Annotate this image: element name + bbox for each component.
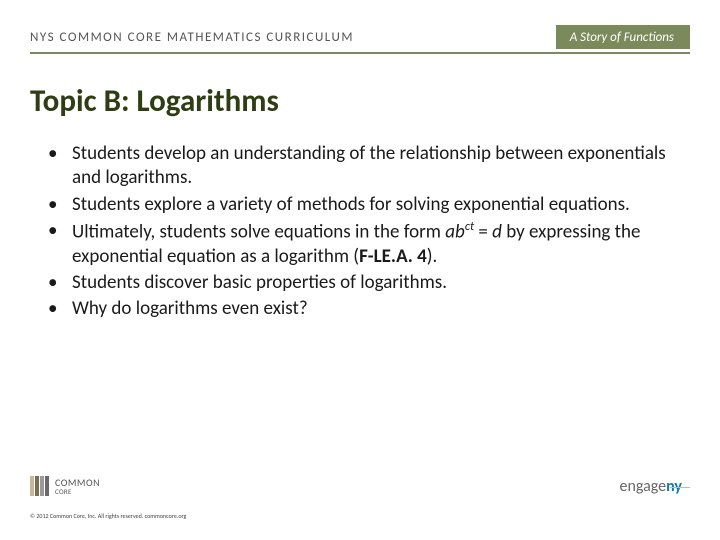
formula-mid: =	[474, 220, 492, 243]
common-core-logo: COMMON CORE	[30, 476, 100, 496]
slide-header: NYS COMMON CORE MATHEMATICS CURRICULUM A…	[30, 26, 690, 54]
bullet-text: Students explore a variety of methods fo…	[72, 193, 630, 216]
story-tag: A Story of Functions	[556, 25, 690, 49]
logo-text: COMMON CORE	[55, 478, 100, 495]
engage-prefix: engage	[620, 477, 667, 496]
list-item: Students explore a variety of methods fo…	[48, 193, 684, 217]
bullet-list: Students develop an understanding of the…	[48, 142, 684, 324]
bullet-prefix: Ultimately, students solve equations in …	[72, 220, 445, 243]
list-item: Ultimately, students solve equations in …	[48, 219, 684, 269]
page-title: Topic B: Logarithms	[30, 82, 279, 120]
formula-base: ab	[445, 220, 465, 243]
copyright-text: © 2012 Common Core, Inc. All rights rese…	[30, 512, 186, 520]
bullet-close: ).	[427, 245, 438, 268]
decorative-line	[670, 487, 690, 488]
bullet-text: Students discover basic properties of lo…	[72, 271, 447, 294]
standard-code: F-LE.A. 4	[359, 245, 427, 268]
list-item: Students discover basic properties of lo…	[48, 271, 684, 295]
list-item: Why do logarithms even exist?	[48, 297, 684, 321]
bullet-text: Why do logarithms even exist?	[72, 297, 308, 320]
list-item: Students develop an understanding of the…	[48, 142, 684, 191]
formula-right: d	[492, 220, 502, 243]
curriculum-label: NYS COMMON CORE MATHEMATICS CURRICULUM	[30, 30, 354, 45]
formula-sup: ct	[465, 219, 474, 234]
logo-bars-icon	[30, 476, 49, 496]
bullet-text: Students develop an understanding of the…	[72, 142, 666, 189]
logo-bottom: CORE	[55, 488, 100, 495]
